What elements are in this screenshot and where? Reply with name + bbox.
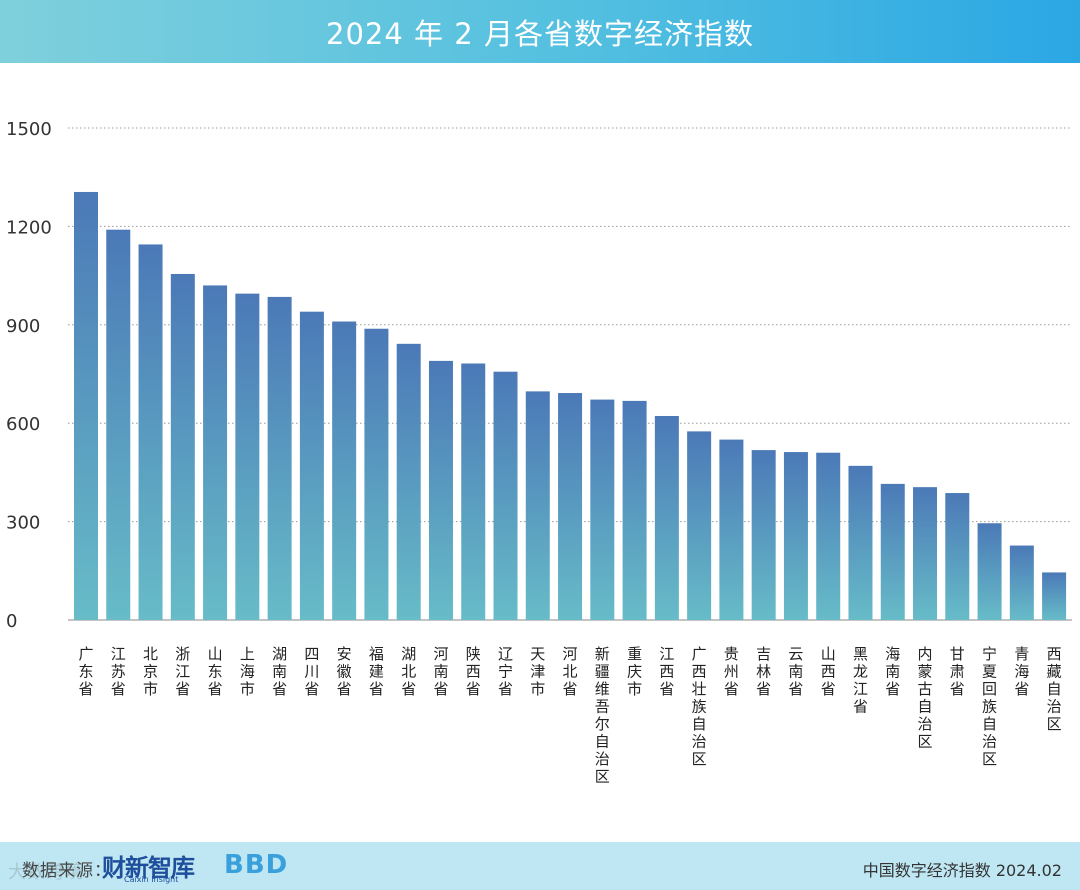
bar-辽宁省 xyxy=(493,371,518,620)
x-category-label: 西藏自治区 xyxy=(1047,645,1062,733)
y-tick-label: 0 xyxy=(6,611,17,632)
caixin-logo: 财新智库 xyxy=(102,854,195,882)
source-label: 数据来源： xyxy=(22,861,112,881)
x-category-label: 青海省 xyxy=(1014,645,1029,698)
x-category-label: 山东省 xyxy=(208,645,223,698)
x-category-label: 陕西省 xyxy=(466,645,481,698)
x-category-label: 江西省 xyxy=(659,645,674,698)
y-tick-label: 1500 xyxy=(6,119,52,140)
x-category-label: 内蒙古自治区 xyxy=(918,645,933,751)
x-category-label: 四川省 xyxy=(304,645,319,698)
x-category-label: 安徽省 xyxy=(337,645,352,698)
x-category-label: 宁夏回族自治区 xyxy=(982,645,997,768)
x-category-label: 江苏省 xyxy=(111,645,126,698)
x-category-label: 云南省 xyxy=(788,645,803,698)
x-category-label: 湖南省 xyxy=(272,645,287,698)
bar-chart: 0 300 600 900 1200 1500 广东省 江苏省 北京市 浙江省 山东省 上海市 湖南省 四… xyxy=(6,119,1072,786)
y-tick-label: 900 xyxy=(6,316,40,337)
bar-天津市 xyxy=(525,391,550,620)
bar-北京市 xyxy=(138,244,163,620)
bar-新疆维吾尔自治区 xyxy=(590,399,615,620)
bar-重庆市 xyxy=(622,400,647,620)
bar-安徽省 xyxy=(332,321,357,620)
bar-贵州省 xyxy=(719,439,744,620)
watermark: 大数跨境 xyxy=(8,862,84,883)
x-category-label: 广西壮族自治区 xyxy=(692,645,707,768)
x-category-label: 辽宁省 xyxy=(498,645,513,698)
bar-浙江省 xyxy=(170,273,195,620)
x-category-label: 湖北省 xyxy=(401,645,416,698)
footer-bar: 大数跨境 数据来源： 财新智库 Caixin Insight BBD 中国数字经… xyxy=(0,842,1080,890)
x-category-label: 吉林省 xyxy=(756,645,771,698)
bar-江西省 xyxy=(654,415,679,620)
bar-广西壮族自治区 xyxy=(687,431,712,620)
bar-甘肃省 xyxy=(945,493,970,620)
x-category-label: 北京市 xyxy=(143,645,158,698)
bar-吉林省 xyxy=(751,450,776,620)
x-category-label: 河北省 xyxy=(563,645,578,698)
bar-福建省 xyxy=(364,328,389,620)
bar-四川省 xyxy=(299,311,324,620)
bar-青海省 xyxy=(1009,545,1034,620)
caixin-logo-sub: Caixin Insight xyxy=(124,875,179,884)
y-tick-label: 300 xyxy=(6,513,40,534)
x-category-label: 广东省 xyxy=(78,645,93,698)
bar-河北省 xyxy=(558,393,583,620)
bar-山西省 xyxy=(816,452,841,620)
x-category-label: 福建省 xyxy=(369,645,384,698)
chart-title: 2024 年 2 月各省数字经济指数 xyxy=(326,16,754,51)
bar-宁夏回族自治区 xyxy=(977,523,1002,620)
bar-云南省 xyxy=(783,452,808,620)
x-category-label: 河南省 xyxy=(433,645,448,698)
x-category-label: 甘肃省 xyxy=(950,645,965,698)
x-category-label: 海南省 xyxy=(885,645,900,698)
bar-海南省 xyxy=(880,483,905,620)
bar-江苏省 xyxy=(106,229,131,620)
y-tick-label: 600 xyxy=(6,414,40,435)
bar-黑龙江省 xyxy=(848,465,873,620)
x-category-label: 上海市 xyxy=(240,645,255,698)
bar-河南省 xyxy=(428,360,453,620)
bar-湖北省 xyxy=(396,343,421,620)
x-category-label: 贵州省 xyxy=(724,645,739,698)
index-date-label: 中国数字经济指数 2024.02 xyxy=(862,861,1062,880)
bar-山东省 xyxy=(203,285,228,620)
bar-西藏自治区 xyxy=(1042,572,1067,620)
x-category-label: 山西省 xyxy=(821,645,836,698)
x-category-label: 天津市 xyxy=(530,645,545,698)
y-tick-label: 1200 xyxy=(6,217,52,238)
x-category-label: 新疆维吾尔自治区 xyxy=(595,645,610,786)
bar-广东省 xyxy=(74,191,98,620)
bar-上海市 xyxy=(235,293,260,620)
chart-header: 2024 年 2 月各省数字经济指数 xyxy=(0,0,1080,63)
bar-湖南省 xyxy=(267,296,292,620)
bbd-logo: BBD xyxy=(224,850,289,880)
x-category-label: 浙江省 xyxy=(175,645,190,698)
bar-陕西省 xyxy=(461,363,486,620)
x-category-label: 重庆市 xyxy=(627,645,642,698)
bar-内蒙古自治区 xyxy=(913,487,938,620)
x-category-label: 黑龙江省 xyxy=(853,645,868,716)
